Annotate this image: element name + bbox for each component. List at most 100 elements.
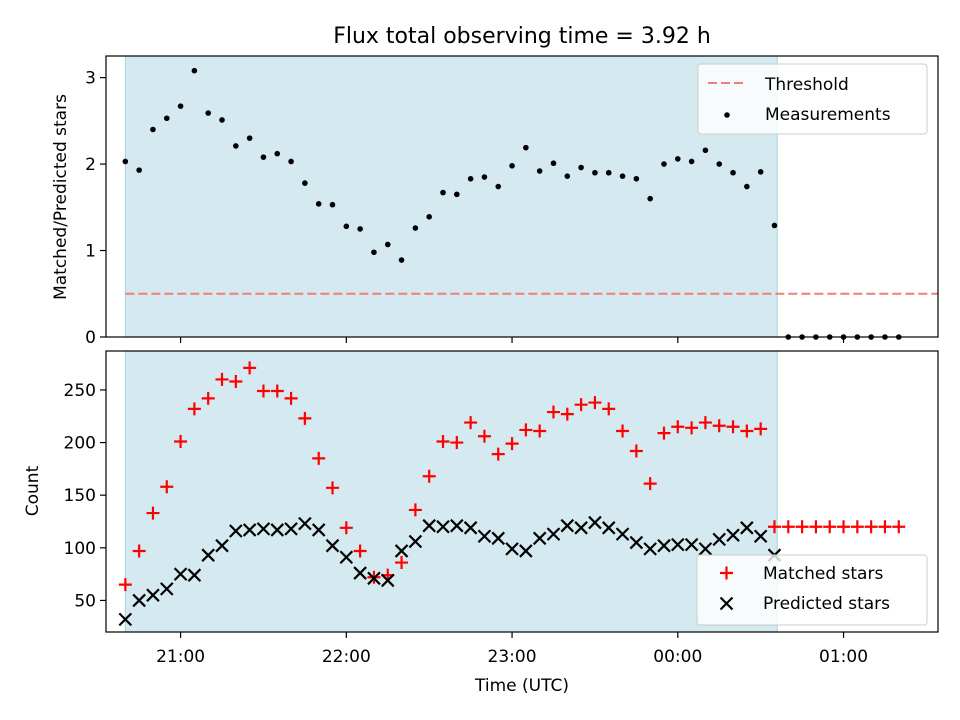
- measurement-point: [357, 226, 363, 232]
- measurement-point: [398, 257, 405, 263]
- predicted-star-point: [477, 529, 492, 544]
- predicted-star-point: [339, 550, 354, 565]
- bottom-y-axis: 50 100 150 200 250: [64, 381, 106, 611]
- matched-star-point: [187, 402, 201, 416]
- measurement-point: [122, 158, 129, 165]
- predicted-star-point: [118, 612, 133, 627]
- matched-star-point: [174, 435, 188, 449]
- measurement-point: [163, 115, 170, 122]
- matched-star-point: [256, 384, 270, 398]
- bottom-y-tick-label: 100: [64, 539, 96, 559]
- top-observing-window: [124, 55, 778, 338]
- threshold-legend-label: Threshold: [764, 75, 849, 95]
- matched-star-point: [436, 435, 450, 449]
- predicted-star-point: [712, 532, 727, 547]
- measurement-point: [619, 173, 626, 179]
- measurement-point: [509, 163, 515, 169]
- measurement-point: [550, 160, 557, 167]
- matched-star-point: [574, 398, 588, 412]
- measurement-point: [343, 223, 350, 230]
- measurement-point: [592, 169, 598, 176]
- measurement-point: [578, 164, 584, 171]
- measurement-point: [150, 126, 156, 133]
- predicted-star-point: [643, 542, 657, 556]
- matched-star-point: [823, 520, 837, 534]
- measurements-legend-label: Measurements: [765, 105, 891, 125]
- measurement-point: [233, 143, 239, 149]
- matched-star-point: [781, 520, 795, 534]
- top-legend: Threshold Measurements: [697, 63, 928, 135]
- bottom-panel: 50 100 150 200 250 21:00 22:00 23:00 00:00 01:00…: [23, 350, 939, 696]
- measurement-point: [771, 222, 778, 229]
- predicted-star-point: [394, 544, 409, 558]
- bottom-y-tick-label: 50: [74, 591, 96, 611]
- predicted-star-point: [256, 522, 271, 536]
- matched-stars-points: [118, 361, 906, 592]
- predicted-star-point: [270, 523, 285, 537]
- matched-legend-label: Matched stars: [763, 564, 883, 584]
- bottom-observing-window: [124, 350, 778, 633]
- measurement-point: [260, 154, 267, 160]
- measurement-point: [702, 147, 709, 154]
- bottom-y-axis-label: Count: [23, 465, 43, 516]
- matched-star-point: [339, 521, 353, 535]
- measurement-point: [605, 169, 612, 176]
- matched-star-point: [864, 520, 878, 534]
- predicted-star-point: [546, 527, 561, 541]
- predicted-star-point: [560, 518, 575, 533]
- measurement-point: [191, 67, 198, 74]
- matched-star-point: [643, 477, 657, 491]
- matched-star-point: [464, 416, 478, 430]
- measurement-point: [536, 168, 543, 174]
- bottom-legend: Matched stars Predicted stars: [696, 554, 928, 626]
- predicted-star-point: [367, 571, 381, 586]
- predicted-star-point: [229, 524, 243, 538]
- predicted-star-point: [491, 531, 506, 546]
- predicted-legend-label: Predicted stars: [763, 594, 890, 614]
- matched-star-point: [795, 520, 809, 534]
- top-y-axis: 0 1 2 3: [85, 69, 106, 348]
- predicted-star-point: [436, 519, 450, 534]
- measurement-point: [412, 225, 419, 231]
- measurement-point: [329, 201, 336, 208]
- matched-star-point: [477, 429, 491, 443]
- matched-star-point: [837, 520, 851, 534]
- matched-star-point: [726, 420, 740, 434]
- bottom-x-axis: 21:00 22:00 23:00 00:00 01:00: [156, 632, 868, 667]
- top-axes-frame: [105, 55, 939, 338]
- measurement-point: [661, 161, 667, 167]
- measurement-point: [302, 180, 308, 186]
- measurement-point: [481, 174, 488, 180]
- matched-star-point: [892, 520, 906, 534]
- bottom-axes-frame: [105, 350, 939, 633]
- measurement-point: [440, 189, 446, 196]
- predicted-star-point: [422, 518, 436, 533]
- matched-star-point: [132, 544, 146, 558]
- matched-star-point: [588, 396, 602, 410]
- matched-star-point: [215, 372, 229, 386]
- predicted-star-point: [601, 521, 616, 535]
- matched-star-point: [284, 391, 298, 405]
- measurement-point: [288, 158, 294, 165]
- predicted-star-point: [657, 538, 671, 553]
- predicted-star-point: [684, 537, 699, 552]
- predicted-star-point: [629, 535, 644, 550]
- predicted-star-point: [450, 518, 464, 533]
- matched-star-point: [422, 469, 436, 483]
- measurement-point: [495, 183, 502, 190]
- predicted-star-point: [298, 516, 312, 531]
- measurement-point: [467, 175, 474, 182]
- matched-star-point: [505, 437, 519, 451]
- predicted-star-point: [159, 582, 174, 596]
- predicted-star-point: [726, 528, 740, 542]
- predicted-star-point: [187, 568, 202, 582]
- matched-legend-swatch: [720, 566, 733, 580]
- predicted-star-point: [532, 531, 547, 546]
- predicted-star-point: [201, 548, 215, 562]
- predicted-star-point: [173, 567, 188, 581]
- matched-star-point: [754, 422, 768, 436]
- top-y-tick-label: 0: [85, 328, 96, 348]
- top-panel: Flux total observing time = 3.92 h 0123 …: [51, 24, 939, 348]
- matched-star-point: [740, 424, 754, 438]
- matched-star-point: [118, 578, 132, 592]
